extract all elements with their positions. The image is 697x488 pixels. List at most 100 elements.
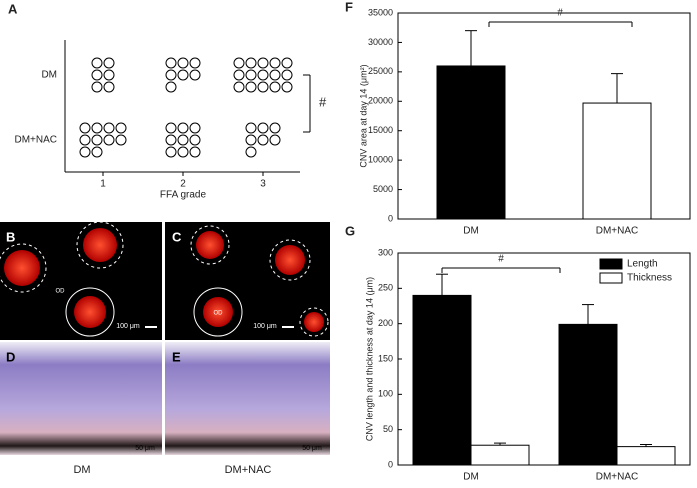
dot [269, 57, 281, 69]
dot [103, 81, 115, 93]
fundus-b [0, 221, 162, 340]
x-tick-label: DM [463, 226, 479, 237]
dot [103, 122, 115, 134]
dot [79, 146, 91, 158]
image-caption: DM+NAC [225, 464, 272, 476]
dot-group [79, 122, 127, 158]
dot-group [91, 57, 115, 93]
y-tick-label: 300 [378, 247, 393, 257]
dot [165, 69, 177, 81]
dot [91, 146, 103, 158]
dot [281, 81, 293, 93]
legend-swatch [599, 272, 623, 284]
dot [91, 134, 103, 146]
dot [269, 122, 281, 134]
histology-e [165, 342, 330, 455]
dot [103, 57, 115, 69]
y-axis-label: CNV area at day 14 (μm²) [358, 64, 368, 167]
y-tick-label: 150 [378, 353, 393, 363]
scale-label: 100 μm [116, 323, 140, 330]
dot [91, 69, 103, 81]
dot [115, 122, 127, 134]
x-tick-label: DM [463, 472, 479, 483]
dot [79, 134, 91, 146]
scale-label: 100 μm [253, 323, 277, 330]
dot-group [165, 57, 201, 93]
row-label: DM+NAC [14, 135, 57, 146]
y-tick-label: 50 [383, 424, 393, 434]
legend-label: Thickness [627, 273, 672, 284]
dot [165, 134, 177, 146]
dot [281, 69, 293, 81]
dot [269, 134, 281, 146]
dot [245, 122, 257, 134]
dot [165, 81, 177, 93]
dot [189, 122, 201, 134]
y-tick-label: 5000 [373, 184, 393, 194]
dot [177, 146, 189, 158]
y-tick-label: 250 [378, 283, 393, 293]
dot [177, 122, 189, 134]
panel-label: E [172, 349, 181, 364]
scale-label: 50 μm [302, 445, 322, 452]
dot [189, 69, 201, 81]
row-label: DM [41, 70, 57, 81]
dot [269, 69, 281, 81]
x-tick-label: 3 [260, 179, 266, 190]
y-tick-label: 15000 [368, 125, 393, 135]
legend-swatch [599, 258, 623, 270]
x-tick-label: DM+NAC [596, 472, 639, 483]
annotation: # [498, 254, 504, 265]
dot [257, 57, 269, 69]
dot [91, 57, 103, 69]
x-tick-label: 1 [100, 179, 106, 190]
panel-label: D [6, 349, 15, 364]
dot [257, 122, 269, 134]
dot [245, 134, 257, 146]
dot [177, 69, 189, 81]
annotation: # [319, 94, 327, 109]
dot [245, 81, 257, 93]
panel-label: G [345, 223, 355, 238]
histology-d [0, 342, 162, 455]
panel-label: C [172, 229, 182, 244]
dot [233, 57, 245, 69]
dot-group [233, 57, 293, 93]
dot [189, 57, 201, 69]
dot [257, 81, 269, 93]
dot-group [165, 122, 201, 158]
dot [165, 146, 177, 158]
dot [233, 69, 245, 81]
panel-label: A [8, 1, 18, 16]
x-axis-label: FFA grade [160, 190, 207, 201]
x-tick-label: DM+NAC [596, 226, 639, 237]
y-tick-label: 200 [378, 318, 393, 328]
dot [269, 81, 281, 93]
dot [103, 69, 115, 81]
bar [470, 444, 530, 466]
fundus-c [165, 222, 330, 340]
image-caption: DM [73, 464, 90, 476]
y-tick-label: 30000 [368, 37, 393, 47]
dot [257, 134, 269, 146]
y-tick-label: 100 [378, 389, 393, 399]
dot [165, 57, 177, 69]
dot [189, 134, 201, 146]
dot [257, 69, 269, 81]
plot-frame [397, 12, 691, 220]
dot [115, 134, 127, 146]
panel-label: F [345, 0, 353, 14]
x-tick-label: 2 [180, 179, 186, 190]
dot [103, 134, 115, 146]
legend-label: Length [627, 259, 658, 270]
y-tick-label: 20000 [368, 96, 393, 106]
bar [582, 102, 652, 220]
y-axis-label: CNV length and thickness at day 14 (μm) [364, 277, 374, 441]
scale-label: 50 μm [135, 445, 155, 452]
marker-label: OD [214, 311, 224, 317]
y-tick-label: 0 [388, 213, 393, 223]
dot [177, 57, 189, 69]
y-tick-label: 0 [388, 459, 393, 469]
dot [245, 57, 257, 69]
dot [79, 122, 91, 134]
